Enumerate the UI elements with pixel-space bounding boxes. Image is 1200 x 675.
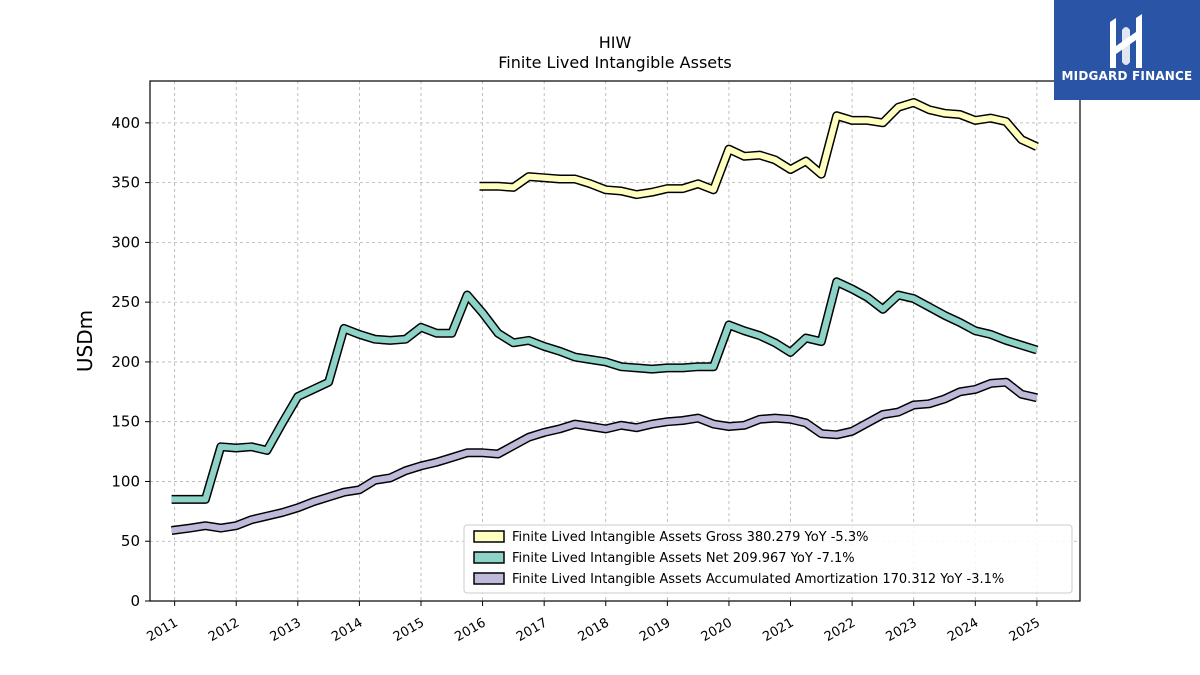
grid-lines — [150, 81, 1080, 602]
y-tick-label: 100 — [111, 472, 140, 490]
logo-text: MIDGARD FINANCE — [1061, 69, 1193, 83]
y-tick-label: 200 — [111, 353, 140, 371]
logo-mark-icon — [1110, 14, 1142, 68]
brand-logo: MIDGARD FINANCE — [1054, 0, 1200, 100]
legend: Finite Lived Intangible Assets Gross 380… — [463, 524, 1073, 594]
y-tick-label: 0 — [130, 592, 140, 610]
legend-box — [463, 524, 1073, 594]
y-axis-label: USDm — [73, 310, 97, 372]
series-line-0 — [479, 99, 1039, 198]
legend-label-1: Finite Lived Intangible Assets Net 209.9… — [512, 551, 855, 566]
series-lines — [171, 98, 1039, 535]
series-line-2 — [171, 379, 1038, 534]
y-tick-label: 300 — [111, 233, 140, 251]
chart-title: HIW — [599, 33, 632, 52]
y-axis-ticks: 0 50 100 150 200 250 300 350 400 — [111, 114, 150, 610]
legend-label-2: Finite Lived Intangible Assets Accumulat… — [512, 572, 1004, 587]
chart-subtitle: Finite Lived Intangible Assets — [498, 53, 731, 72]
y-tick-label: 250 — [111, 293, 140, 311]
legend-swatch-2 — [473, 572, 505, 585]
y-tick-label: 150 — [111, 413, 140, 431]
plot-frame — [149, 80, 1081, 602]
y-tick-label: 350 — [111, 174, 140, 192]
legend-swatch-1 — [473, 551, 505, 564]
y-tick-label: 400 — [111, 114, 140, 132]
y-tick-label: 50 — [121, 532, 140, 550]
series-line-1 — [171, 278, 1038, 503]
legend-swatch-0 — [473, 530, 505, 543]
legend-label-0: Finite Lived Intangible Assets Gross 380… — [512, 530, 868, 545]
